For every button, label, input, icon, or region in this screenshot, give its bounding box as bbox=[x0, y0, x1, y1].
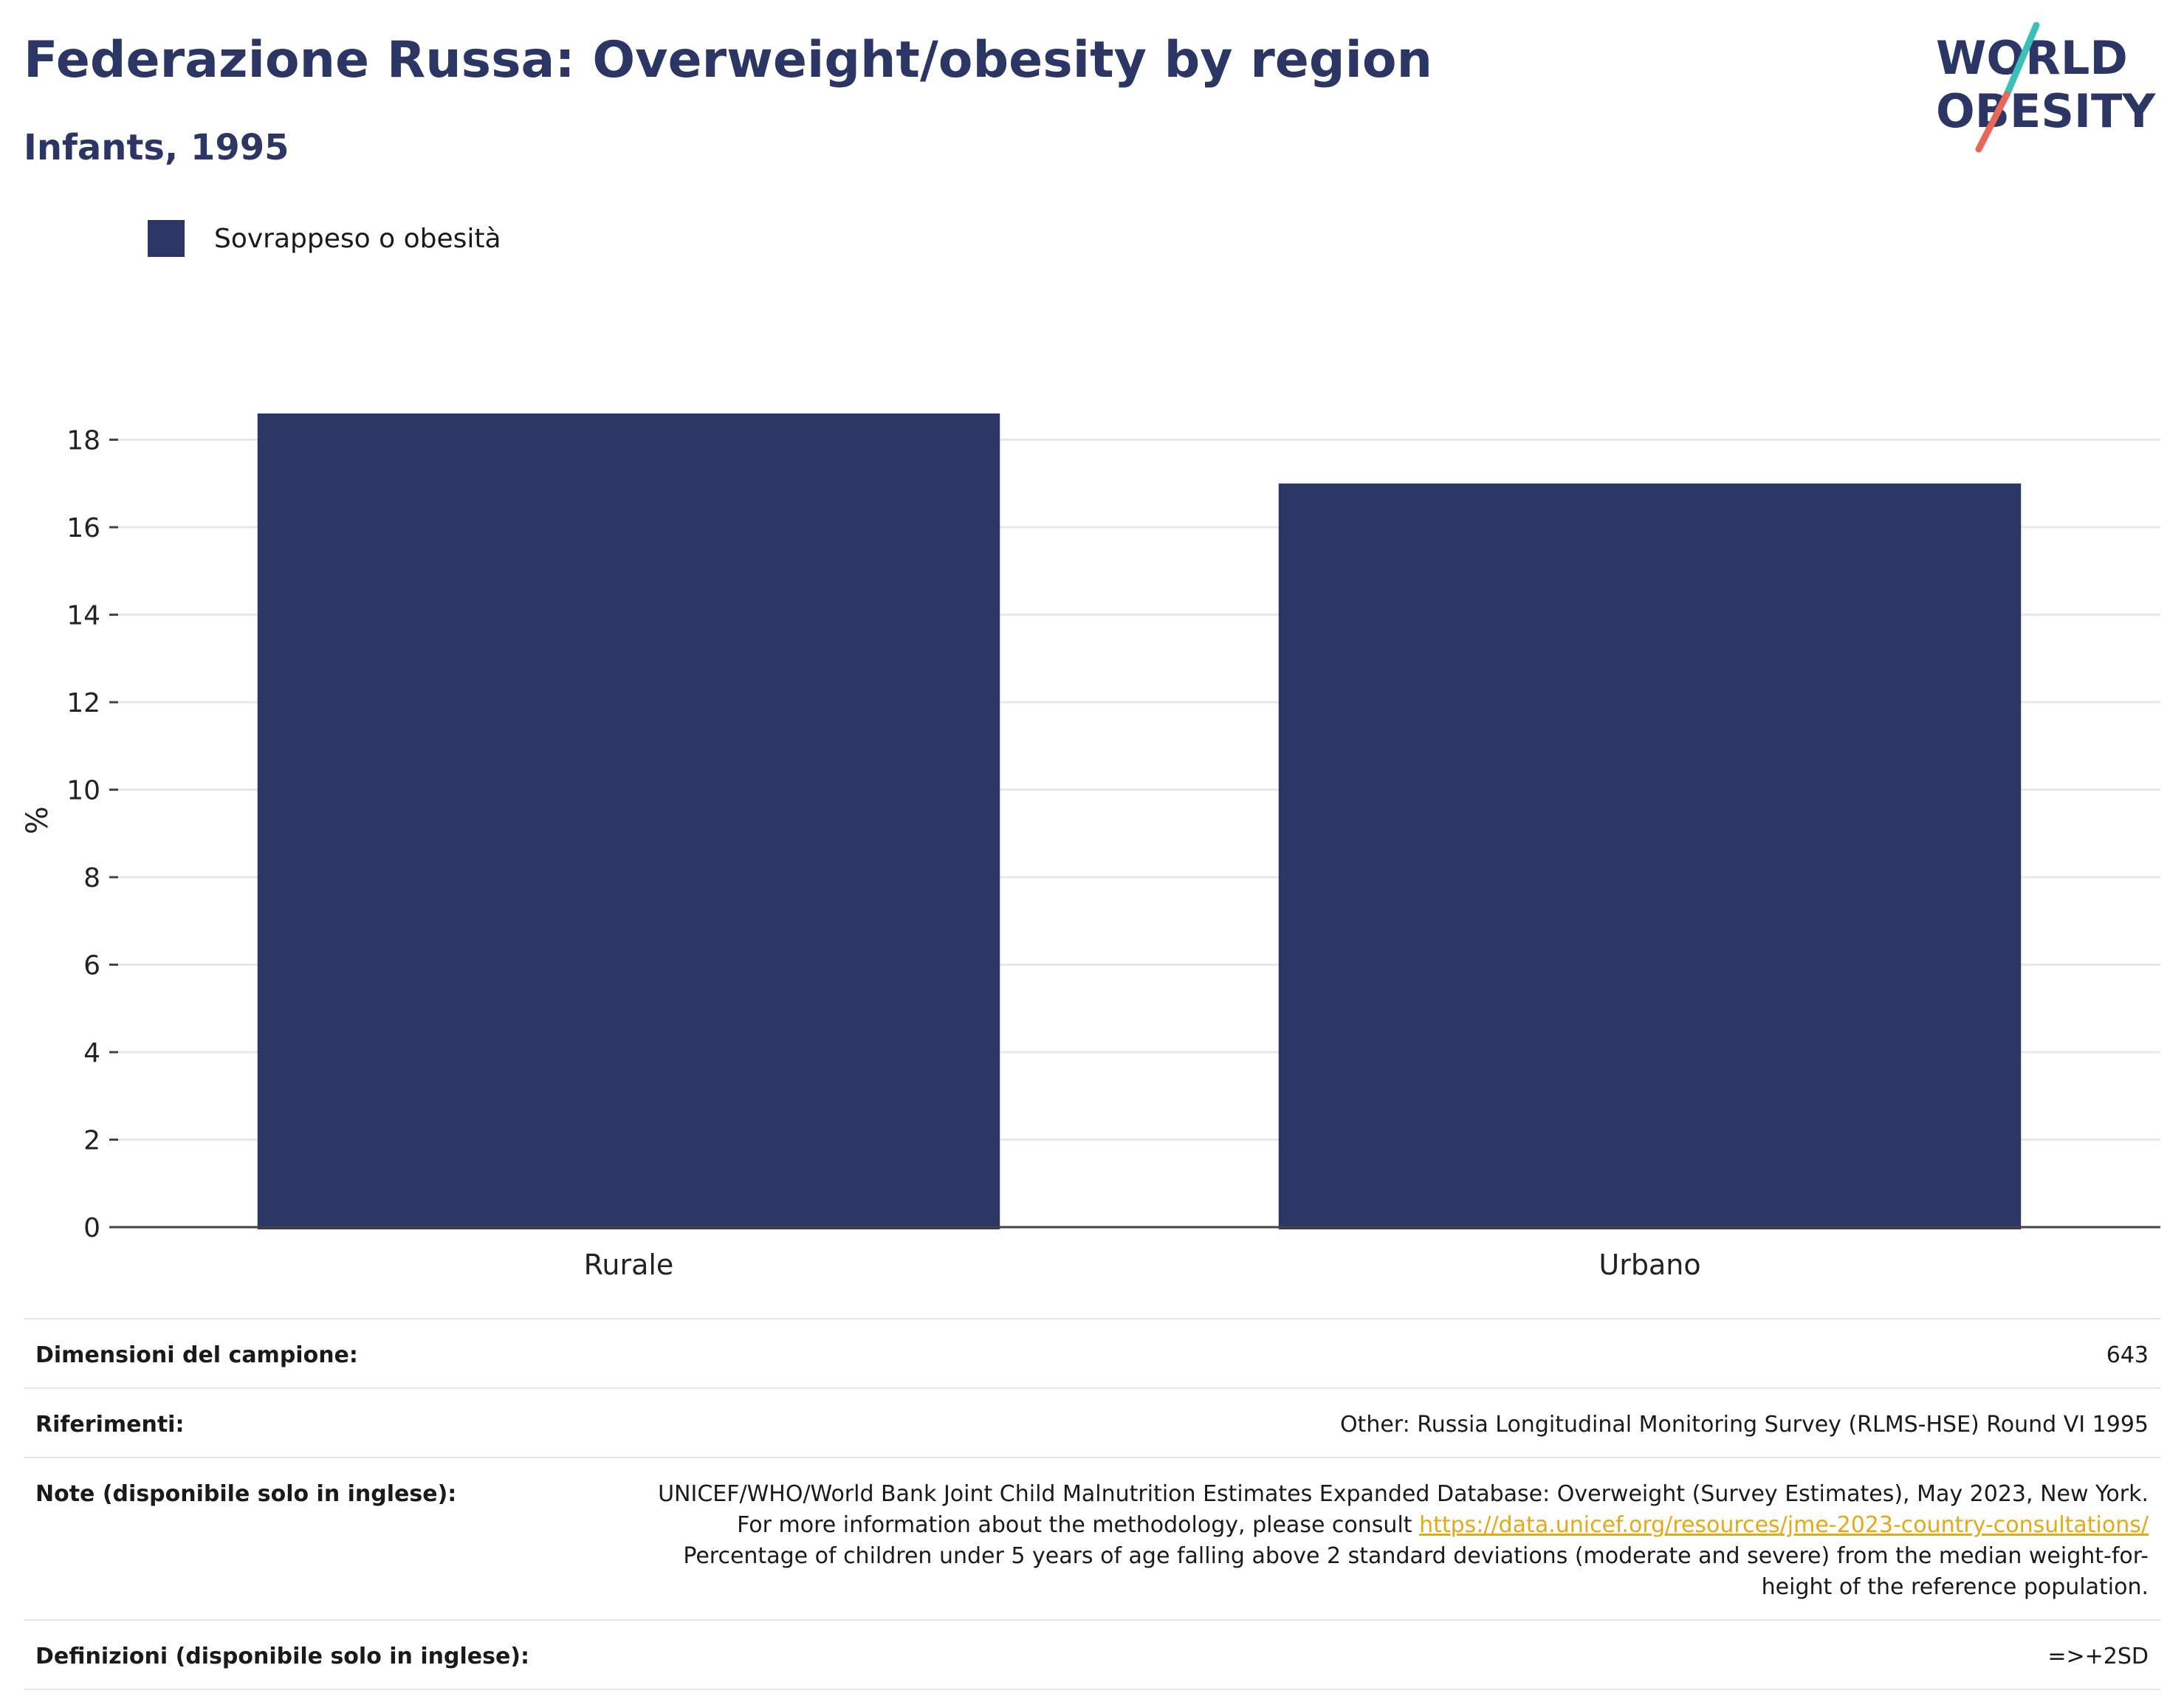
notes-text-1: UNICEF/WHO/World Bank Joint Child Malnut… bbox=[658, 1481, 2149, 1538]
world-obesity-logo: WORLD OBESITY bbox=[1936, 22, 2156, 153]
sample-size-value: 643 bbox=[2106, 1342, 2149, 1368]
x-category-labels: Rurale Urbano bbox=[584, 1249, 1701, 1281]
references-value: Other: Russia Longitudinal Monitoring Su… bbox=[1339, 1412, 2149, 1438]
y-tick-label: 0 bbox=[83, 1213, 100, 1243]
x-category-label: Urbano bbox=[1598, 1249, 1700, 1281]
y-tick-label: 18 bbox=[66, 426, 100, 456]
definitions-value: =>+2SD bbox=[2047, 1644, 2149, 1669]
y-tick-labels: 0 2 4 6 8 10 12 14 16 18 bbox=[66, 426, 118, 1243]
bar-chart: 0 2 4 6 8 10 12 14 16 18 Rurale Urbano % bbox=[21, 413, 2160, 1281]
logo-slash-red bbox=[1975, 91, 2010, 153]
definitions-label: Definizioni (disponibile solo in inglese… bbox=[35, 1644, 529, 1669]
y-tick-label: 4 bbox=[83, 1038, 100, 1068]
y-tick-label: 6 bbox=[83, 951, 100, 981]
notes-link[interactable]: https://data.unicef.org/resources/jme-20… bbox=[1419, 1512, 2149, 1538]
logo-line2: OBESITY bbox=[1936, 84, 2156, 138]
bars bbox=[257, 413, 2022, 1229]
legend[interactable]: Sovrappeso o obesità bbox=[148, 220, 501, 257]
y-tick-label: 14 bbox=[66, 601, 100, 631]
y-tick-label: 10 bbox=[66, 776, 100, 806]
bar-rurale[interactable] bbox=[257, 413, 1000, 1229]
sample-size-label: Dimensioni del campione: bbox=[35, 1342, 358, 1368]
info-row-sample: Dimensioni del campione: 643 bbox=[24, 1318, 2160, 1387]
bar-urbano[interactable] bbox=[1278, 483, 2022, 1229]
legend-label: Sovrappeso o obesità bbox=[214, 223, 501, 254]
notes-value: UNICEF/WHO/World Bank Joint Child Malnut… bbox=[635, 1479, 2149, 1603]
info-row-notes: Note (disponibile solo in inglese): UNIC… bbox=[24, 1457, 2160, 1619]
x-category-label: Rurale bbox=[584, 1249, 674, 1281]
notes-label: Note (disponibile solo in inglese): bbox=[35, 1481, 457, 1507]
notes-text-2: Percentage of children under 5 years of … bbox=[683, 1543, 2149, 1600]
chart-title: Federazione Russa: Overweight/obesity by… bbox=[24, 31, 1433, 89]
y-tick-label: 2 bbox=[83, 1126, 100, 1156]
legend-swatch bbox=[148, 220, 185, 257]
references-label: Riferimenti: bbox=[35, 1412, 185, 1438]
logo-slash-teal bbox=[2003, 22, 2040, 98]
y-axis-title: % bbox=[21, 806, 55, 834]
chart-subtitle: Infants, 1995 bbox=[24, 127, 289, 168]
y-tick-label: 8 bbox=[83, 863, 100, 893]
info-row-references: Riferimenti: Other: Russia Longitudinal … bbox=[24, 1387, 2160, 1457]
info-row-definitions: Definizioni (disponibile solo in inglese… bbox=[24, 1619, 2160, 1690]
y-tick-label: 16 bbox=[66, 513, 100, 543]
y-tick-label: 12 bbox=[66, 688, 100, 718]
info-table: Dimensioni del campione: 643 Riferimenti… bbox=[24, 1318, 2160, 1690]
